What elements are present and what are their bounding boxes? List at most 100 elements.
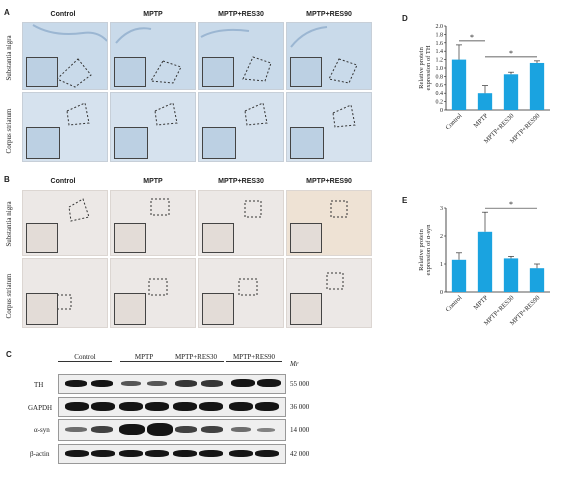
y-tick-label: 1.6	[436, 41, 444, 47]
brain-section-outline	[154, 102, 178, 126]
ihc-image-a-res90-cs	[286, 92, 372, 162]
mr-header: Mr	[290, 360, 299, 368]
row-label-corpus-striatum-b: Corpus striatum	[5, 273, 13, 319]
blot-strip-beta-actin	[58, 444, 286, 464]
zoom-inset	[202, 293, 234, 325]
ihc-image-b-mptp-cs	[110, 258, 196, 328]
blot-band	[91, 450, 115, 457]
blot-band	[65, 380, 87, 387]
y-tick-label: 0.2	[436, 100, 444, 106]
y-tick-label: 1.8	[436, 32, 444, 38]
blot-band	[173, 450, 197, 457]
y-axis-label-line: Relative protein	[418, 46, 425, 88]
column-title-res30: MPTP+RES30	[218, 178, 264, 185]
blot-band	[119, 450, 143, 457]
y-tick-label: 3	[440, 206, 443, 212]
x-tick-label: MPTP	[472, 112, 489, 129]
y-axis-label-line: expression of α-syn	[425, 224, 432, 276]
ihc-image-a-control-cs	[22, 92, 108, 162]
blot-band	[145, 402, 169, 411]
zoom-inset	[290, 223, 322, 253]
brain-section-outline	[244, 102, 268, 126]
blot-strip-gapdh	[58, 397, 286, 417]
brain-section-outline	[150, 198, 170, 216]
brain-section-outline	[244, 200, 262, 218]
bar-chart-th: 0 0.2 0.4 0.6 0.8 1.0 1.2 1.4 1.6 1.8 2.0 Relative …	[418, 24, 550, 145]
ihc-image-b-control-cs	[22, 258, 108, 328]
ihc-image-a-control-sn	[22, 22, 108, 90]
zoom-inset	[114, 127, 148, 159]
column-title-mptp: MPTP	[143, 11, 163, 18]
y-tick-label: 0	[440, 108, 443, 114]
ihc-image-b-res30-sn	[198, 190, 284, 256]
bar	[451, 259, 467, 292]
blot-band	[199, 450, 223, 457]
blot-band	[65, 402, 89, 411]
blot-band	[231, 427, 251, 432]
blot-band	[201, 380, 223, 387]
column-title-mptp: MPTP	[143, 178, 163, 185]
y-axis-label: Relative proteinexpression of TH	[418, 45, 432, 90]
panel-label-d: D	[402, 14, 408, 23]
brain-section-outline	[200, 28, 272, 82]
bar	[477, 93, 493, 110]
column-title-res90: MPTP+RES90	[306, 178, 352, 185]
bar	[451, 59, 467, 110]
blot-band	[147, 381, 167, 386]
zoom-inset	[26, 57, 58, 87]
x-tick-label: MPTP	[472, 294, 489, 311]
column-title-control: Control	[50, 178, 76, 185]
ihc-image-b-res30-cs	[198, 258, 284, 328]
mw-beta-actin: 42 000	[290, 450, 310, 458]
blot-band	[255, 450, 279, 457]
ihc-image-b-res90-sn	[286, 190, 372, 256]
lane-group-res90: MPTP+RES90	[226, 353, 282, 362]
brain-section-outline	[148, 278, 168, 296]
y-axis-label-line: Relative protein	[418, 228, 425, 270]
blot-strip-alpha-syn	[58, 419, 286, 441]
blot-band	[91, 402, 115, 411]
lane-group-mptp: MPTP	[120, 353, 168, 362]
column-title-res30: MPTP+RES30	[218, 11, 264, 18]
blot-band	[65, 450, 89, 457]
blot-label-th: TH	[34, 381, 44, 389]
mw-gapdh: 36 000	[290, 403, 310, 411]
zoom-inset	[290, 293, 322, 325]
brain-section-outline	[330, 200, 348, 218]
zoom-inset	[114, 223, 146, 253]
blot-label-alpha-syn: α-syn	[34, 426, 50, 434]
brain-section-outline	[326, 272, 344, 290]
blot-band	[175, 426, 197, 433]
zoom-inset	[290, 127, 324, 159]
brain-section-outline	[56, 294, 72, 310]
row-label-substantia-nigra-b: Substantia nigra	[5, 201, 13, 247]
chart-e: 0 1 2 3 Relative proteinexpression of α-syn C…	[400, 200, 565, 350]
brain-section-outline	[238, 278, 258, 296]
ihc-image-a-res30-sn	[198, 22, 284, 90]
ihc-image-a-mptp-sn	[110, 22, 196, 90]
x-tick-label: Control	[444, 112, 463, 131]
y-axis-label: Relative proteinexpression of α-syn	[418, 224, 432, 276]
lane-group-res30: MPTP+RES30	[168, 353, 224, 362]
bar	[529, 268, 545, 292]
blot-band	[119, 402, 143, 411]
panel-label-e: E	[402, 196, 408, 205]
x-tick-label: Control	[444, 294, 463, 313]
blot-label-gapdh: GAPDH	[28, 404, 53, 412]
zoom-inset	[26, 223, 58, 253]
blot-band	[257, 379, 281, 387]
blot-band	[175, 380, 197, 387]
mw-alpha-syn: 14 000	[290, 426, 310, 434]
blot-label-beta-actin: β-actin	[30, 450, 50, 458]
ihc-image-a-mptp-cs	[110, 92, 196, 162]
blot-band	[173, 402, 197, 411]
blot-band	[201, 426, 223, 433]
zoom-inset	[26, 293, 58, 325]
y-tick-label: 1.2	[436, 58, 444, 64]
blot-band	[119, 424, 145, 435]
lane-group-control: Control	[58, 353, 112, 362]
significance-star: *	[509, 200, 513, 209]
panel-label-b: B	[4, 175, 10, 184]
blot-strip-th	[58, 374, 286, 394]
blot-band	[229, 402, 253, 411]
